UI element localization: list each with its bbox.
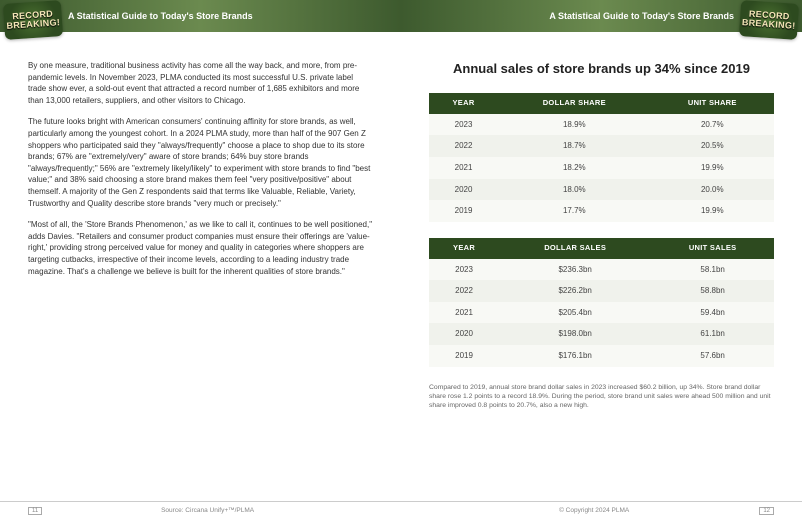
t1-h2: UNIT SHARE [651, 93, 774, 114]
footer-right: © Copyright 2024 PLMA 12 [401, 501, 802, 519]
right-body: Annual sales of store brands up 34% sinc… [401, 32, 802, 501]
left-page: RECORDBREAKING! A Statistical Guide to T… [0, 0, 401, 519]
source-line: Source: Circana Unify+™/PLMA [161, 507, 254, 514]
share-cell: 20.5% [651, 135, 774, 157]
page-number-left: 11 [28, 507, 42, 515]
table-row: 2023$236.3bn58.1bn [429, 259, 774, 281]
sales-cell: 2019 [429, 345, 499, 367]
share-cell: 18.7% [498, 135, 651, 157]
header-title-right: A Statistical Guide to Today's Store Bra… [411, 11, 734, 21]
table-row: 202218.7%20.5% [429, 135, 774, 157]
sales-cell: 57.6bn [651, 345, 774, 367]
table-row: 202018.0%20.0% [429, 179, 774, 201]
sales-cell: 2020 [429, 323, 499, 345]
share-cell: 2020 [429, 179, 498, 201]
sales-cell: $205.4bn [499, 302, 651, 324]
share-cell: 18.0% [498, 179, 651, 201]
sales-cell: 58.1bn [651, 259, 774, 281]
t2-h2: UNIT SALES [651, 238, 774, 259]
t1-h0: YEAR [429, 93, 498, 114]
header-left: RECORDBREAKING! A Statistical Guide to T… [0, 0, 401, 32]
table-row: 202118.2%19.9% [429, 157, 774, 179]
page-number-right: 12 [759, 507, 774, 515]
record-breaking-badge: RECORDBREAKING! [739, 0, 799, 40]
t2-h1: DOLLAR SALES [499, 238, 651, 259]
table-row: 202318.9%20.7% [429, 114, 774, 136]
share-cell: 18.2% [498, 157, 651, 179]
share-cell: 2019 [429, 200, 498, 222]
para-1: By one measure, traditional business act… [28, 60, 373, 106]
copyright: © Copyright 2024 PLMA [559, 507, 629, 514]
sales-cell: 2023 [429, 259, 499, 281]
t2-h0: YEAR [429, 238, 499, 259]
sales-cell: 61.1bn [651, 323, 774, 345]
share-cell: 2021 [429, 157, 498, 179]
table-row: 2019$176.1bn57.6bn [429, 345, 774, 367]
share-cell: 17.7% [498, 200, 651, 222]
share-cell: 19.9% [651, 200, 774, 222]
para-2: The future looks bright with American co… [28, 116, 373, 209]
table-row: 2021$205.4bn59.4bn [429, 302, 774, 324]
sales-cell: $226.2bn [499, 280, 651, 302]
record-breaking-badge: RECORDBREAKING! [3, 0, 63, 40]
table-row: 2022$226.2bn58.8bn [429, 280, 774, 302]
sales-cell: $198.0bn [499, 323, 651, 345]
share-cell: 19.9% [651, 157, 774, 179]
share-cell: 20.7% [651, 114, 774, 136]
share-cell: 18.9% [498, 114, 651, 136]
share-cell: 20.0% [651, 179, 774, 201]
sales-cell: 2021 [429, 302, 499, 324]
table-caption: Compared to 2019, annual store brand dol… [429, 383, 774, 411]
sales-cell: 58.8bn [651, 280, 774, 302]
sales-cell: 2022 [429, 280, 499, 302]
header-right: A Statistical Guide to Today's Store Bra… [401, 0, 802, 32]
footer-left: 11 Source: Circana Unify+™/PLMA [0, 501, 401, 519]
sales-cell: 59.4bn [651, 302, 774, 324]
share-cell: 2022 [429, 135, 498, 157]
table-row: 201917.7%19.9% [429, 200, 774, 222]
two-page-spread: RECORDBREAKING! A Statistical Guide to T… [0, 0, 802, 519]
right-page: A Statistical Guide to Today's Store Bra… [401, 0, 802, 519]
sales-cell: $176.1bn [499, 345, 651, 367]
share-cell: 2023 [429, 114, 498, 136]
left-body: By one measure, traditional business act… [0, 32, 401, 501]
para-3: "Most of all, the 'Store Brands Phenomen… [28, 219, 373, 277]
share-table: YEAR DOLLAR SHARE UNIT SHARE 202318.9%20… [429, 93, 774, 222]
header-title-left: A Statistical Guide to Today's Store Bra… [68, 11, 391, 21]
sales-cell: $236.3bn [499, 259, 651, 281]
t1-h1: DOLLAR SHARE [498, 93, 651, 114]
table-row: 2020$198.0bn61.1bn [429, 323, 774, 345]
chart-title: Annual sales of store brands up 34% sinc… [429, 60, 774, 79]
sales-table: YEAR DOLLAR SALES UNIT SALES 2023$236.3b… [429, 238, 774, 367]
